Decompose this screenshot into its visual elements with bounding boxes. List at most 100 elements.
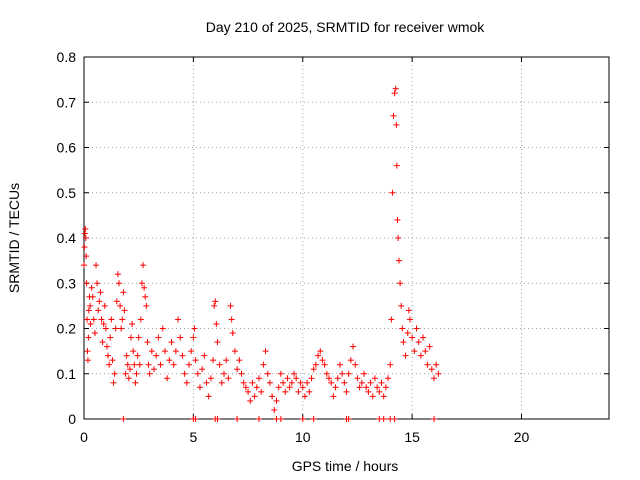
data-point bbox=[395, 235, 402, 241]
axes: 0 0.1 0.2 0.3 0.4 0.5 0.6 0.7 0.8 0 5 10 15 20 bbox=[57, 49, 609, 445]
x-axis-label: GPS time / hours bbox=[292, 458, 399, 474]
data-point bbox=[295, 388, 302, 395]
y-tick-label: 0 bbox=[68, 411, 76, 427]
data-point bbox=[286, 384, 293, 391]
data-point-zero bbox=[310, 416, 317, 422]
data-point bbox=[123, 352, 130, 359]
data-point bbox=[145, 361, 152, 368]
data-point bbox=[141, 284, 148, 291]
data-point bbox=[277, 370, 284, 377]
data-point bbox=[88, 284, 95, 291]
data-point bbox=[312, 361, 319, 368]
data-point bbox=[409, 334, 416, 341]
data-point-zero bbox=[277, 416, 284, 422]
data-point bbox=[164, 375, 171, 382]
data-point bbox=[299, 384, 306, 391]
data-point bbox=[199, 366, 206, 373]
data-point bbox=[404, 330, 411, 337]
data-point bbox=[240, 379, 247, 386]
data-point bbox=[390, 112, 397, 119]
data-point bbox=[397, 280, 404, 287]
data-point bbox=[84, 357, 91, 364]
data-point bbox=[155, 334, 162, 341]
data-point bbox=[98, 316, 105, 323]
data-point bbox=[328, 379, 335, 386]
data-point-zero bbox=[345, 416, 352, 422]
data-point-zero bbox=[431, 416, 437, 422]
data-point bbox=[249, 379, 256, 386]
y-tick-label: 0.7 bbox=[57, 94, 77, 110]
data-point bbox=[280, 379, 287, 386]
data-point bbox=[392, 85, 399, 92]
data-point bbox=[153, 352, 160, 359]
data-point bbox=[334, 375, 341, 382]
y-tick-label: 0.3 bbox=[57, 275, 77, 291]
data-point bbox=[365, 388, 372, 395]
data-point bbox=[330, 393, 337, 400]
data-point bbox=[186, 361, 192, 368]
data-point bbox=[310, 366, 317, 373]
data-point bbox=[301, 393, 308, 400]
data-point bbox=[400, 339, 407, 346]
data-point bbox=[175, 316, 182, 323]
data-point bbox=[304, 379, 311, 386]
data-point bbox=[131, 361, 138, 368]
data-point bbox=[420, 334, 427, 341]
data-point bbox=[143, 302, 150, 309]
data-point bbox=[229, 330, 236, 337]
x-tick-label: 20 bbox=[514, 429, 530, 445]
data-point bbox=[391, 90, 398, 97]
data-point bbox=[291, 370, 297, 377]
data-point bbox=[213, 320, 220, 327]
data-point bbox=[273, 397, 280, 404]
data-point bbox=[85, 334, 92, 341]
data-point bbox=[245, 388, 252, 395]
data-point bbox=[354, 375, 361, 382]
data-point bbox=[319, 357, 326, 364]
x-tick-label: 15 bbox=[404, 429, 420, 445]
data-point bbox=[120, 289, 127, 296]
data-point bbox=[411, 348, 418, 355]
chart-title: Day 210 of 2025, SRMTID for receiver wmo… bbox=[206, 19, 486, 35]
data-point bbox=[102, 325, 109, 332]
data-point bbox=[81, 244, 88, 251]
data-point bbox=[207, 375, 214, 382]
data-point bbox=[93, 262, 100, 269]
data-point bbox=[128, 334, 135, 341]
data-point bbox=[361, 370, 367, 377]
data-point bbox=[89, 293, 96, 300]
data-point bbox=[396, 257, 402, 264]
data-point bbox=[191, 325, 198, 332]
x-tick-label: 10 bbox=[295, 429, 311, 445]
data-point bbox=[323, 370, 330, 377]
data-point bbox=[242, 384, 249, 391]
data-point bbox=[350, 343, 357, 350]
data-point bbox=[214, 339, 221, 346]
data-point bbox=[99, 339, 106, 346]
data-point bbox=[81, 262, 87, 269]
data-point bbox=[212, 298, 219, 305]
y-axis-label: SRMTID / TECUs bbox=[6, 183, 22, 293]
data-point bbox=[138, 280, 145, 287]
data-point bbox=[196, 384, 203, 391]
data-point bbox=[177, 334, 184, 341]
data-point bbox=[136, 361, 143, 368]
data-point bbox=[394, 216, 401, 223]
data-point bbox=[82, 235, 89, 241]
data-point bbox=[367, 379, 374, 386]
data-point bbox=[159, 325, 166, 332]
data-point bbox=[172, 348, 179, 355]
data-point bbox=[117, 302, 124, 309]
grid-lines bbox=[84, 57, 609, 419]
data-point bbox=[108, 316, 115, 323]
data-point bbox=[87, 320, 94, 327]
data-point bbox=[151, 366, 157, 373]
data-point bbox=[380, 393, 387, 400]
data-point bbox=[378, 379, 385, 386]
data-point bbox=[87, 302, 94, 309]
data-point bbox=[166, 357, 173, 364]
data-point bbox=[135, 334, 142, 341]
data-point bbox=[218, 379, 225, 386]
data-point bbox=[107, 334, 114, 341]
data-point bbox=[205, 393, 212, 400]
